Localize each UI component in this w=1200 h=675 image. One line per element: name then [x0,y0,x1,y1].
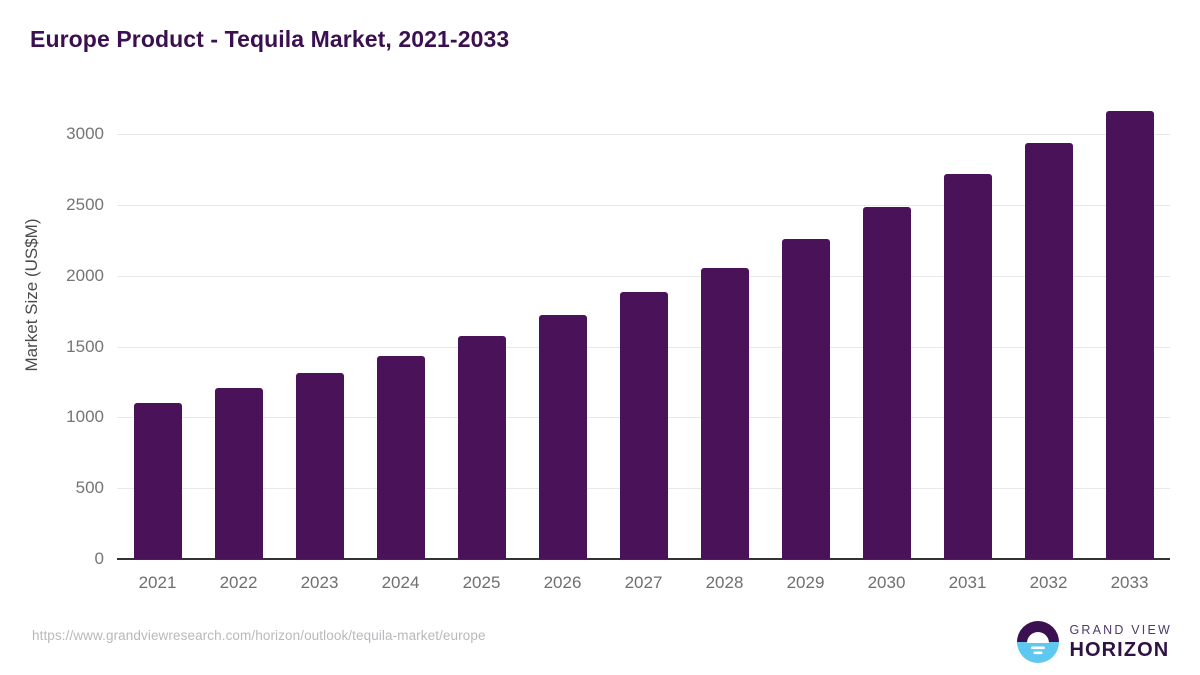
bar-2026[interactable] [538,315,587,559]
brand-name-line2: HORIZON [1069,638,1170,661]
brand-name-line1: GRAND VIEW [1069,623,1172,638]
y-axis-tick-label: 500 [75,478,104,498]
x-axis-tick-label-2032: 2032 [1029,573,1068,592]
x-axis-tick-label-2025: 2025 [462,573,501,592]
x-axis-line [117,558,1170,560]
y-axis-tick-label: 0 [94,549,104,568]
gridline [117,204,1170,206]
x-axis-tick-label-2027: 2027 [624,573,663,592]
bar-2024[interactable] [376,355,425,559]
bar-2033[interactable] [1105,110,1154,559]
bar-2025[interactable] [457,335,506,559]
brand-logo-text: GRAND VIEW HORIZON [1069,624,1172,660]
x-axis-tick-label-2029: 2029 [786,573,825,592]
x-axis-tick-label-2022: 2022 [219,573,258,592]
gridline [117,134,1170,135]
y-axis-tick-label: 2000 [66,265,104,285]
page-title: Europe Product - Tequila Market, 2021-20… [30,26,510,52]
horizon-sunrise-icon [1016,620,1060,664]
bar-2023[interactable] [295,373,344,559]
gridline [117,275,1170,277]
y-axis-tick-label: 1500 [66,336,104,356]
y-axis-tick-labels: 0 500 1000 1500 2000 2500 3000 [32,0,104,675]
bar-2021[interactable] [133,403,182,559]
y-axis-tick-label: 2500 [66,194,104,214]
bar-2031[interactable] [943,174,992,559]
x-axis-tick-label-2024: 2024 [381,573,420,592]
source-url[interactable]: https://www.grandviewresearch.com/horizo… [32,628,486,643]
bar-2027[interactable] [619,291,668,559]
bar-2022[interactable] [214,388,263,559]
bar-2028[interactable] [700,267,749,559]
bar-2029[interactable] [781,238,830,559]
x-axis-tick-label-2030: 2030 [867,573,906,592]
x-axis-tick-label-2026: 2026 [543,573,582,592]
x-axis-tick-label-2021: 2021 [138,573,177,592]
brand-logo[interactable]: GRAND VIEW HORIZON [1016,619,1172,665]
bar-2030[interactable] [862,206,911,559]
x-axis-tick-label-2033: 2033 [1110,573,1149,592]
y-axis-tick-label: 3000 [66,124,104,143]
bar-2032[interactable] [1024,142,1073,559]
y-axis-tick-label: 1000 [66,407,104,427]
x-axis-tick-label-2023: 2023 [300,573,339,592]
x-axis-tick-label-2031: 2031 [948,573,987,592]
x-axis-tick-label-2028: 2028 [705,573,744,592]
